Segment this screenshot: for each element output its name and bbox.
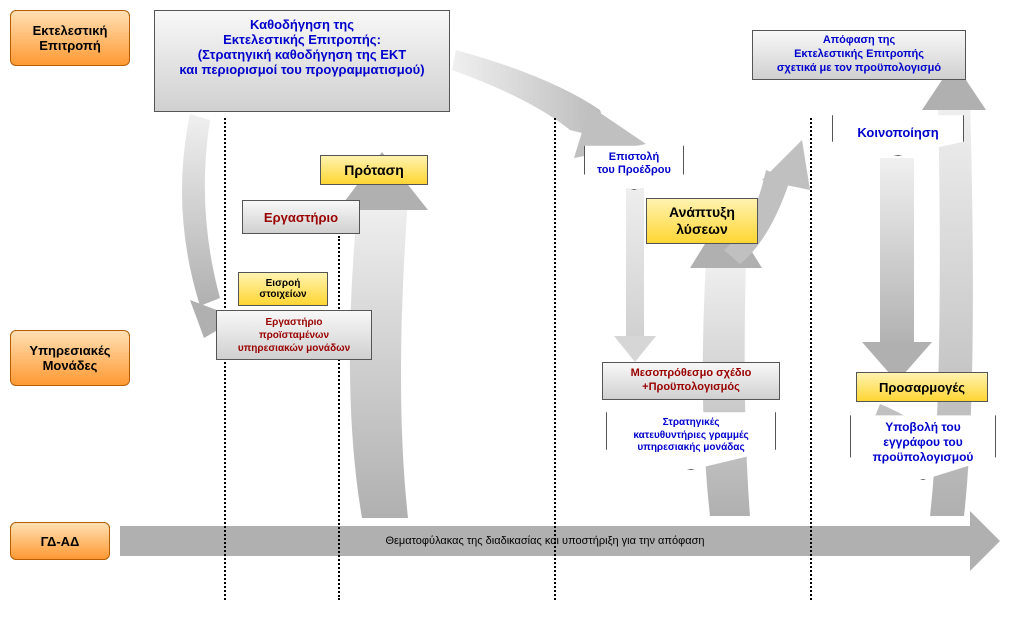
node-guidance-l1: Καθοδήγηση της xyxy=(161,17,443,32)
swimlane-exec: Εκτελεστική Επιτροπή xyxy=(10,10,130,66)
node-adjustments-label: Προσαρμογές xyxy=(879,380,965,395)
node-submission-l3: προϋπολογισμού xyxy=(873,450,974,465)
node-guidance-l2: Εκτελεστικής Επιτροπής: xyxy=(161,32,443,47)
node-input: Εισροή στοιχείων xyxy=(238,272,328,306)
phase-divider-2 xyxy=(338,236,340,600)
node-guidance: Καθοδήγηση της Εκτελεστικής Επιτροπής: (… xyxy=(154,10,450,112)
node-letter-l2: του Προέδρου xyxy=(597,164,671,177)
swimlane-units-label: Υπηρεσιακές Μονάδες xyxy=(29,343,110,373)
node-letter-l1: Επιστολή xyxy=(597,151,671,164)
timeline-label: Θεματοφύλακας της διαδικασίας και υποστή… xyxy=(120,535,970,547)
node-adjustments: Προσαρμογές xyxy=(856,372,988,402)
node-decision-l3: σχετικά με τον προϋπολογισμό xyxy=(757,62,961,76)
node-mtp-l2: +Προϋπολογισμός xyxy=(607,381,775,395)
timeline-arrow: Θεματοφύλακας της διαδικασίας και υποστή… xyxy=(120,526,970,556)
node-solutions: Ανάπτυξη λύσεων xyxy=(646,198,758,244)
swimlane-units: Υπηρεσιακές Μονάδες xyxy=(10,330,130,386)
node-submission-l2: εγγράφου του xyxy=(873,435,974,450)
node-submission: Υποβολή του εγγράφου του προϋπολογισμού xyxy=(850,404,996,480)
node-hod-workshop: Εργαστήριο προϊσταμένων υπηρεσιακών μονά… xyxy=(216,310,372,360)
node-hod-l1: Εργαστήριο xyxy=(221,316,367,329)
node-communication-label: Κοινοποίηση xyxy=(857,125,938,140)
node-input-l1: Εισροή xyxy=(243,278,323,289)
node-input-l2: στοιχείων xyxy=(243,289,323,300)
node-mtp: Μεσοπρόθεσμο σχέδιο +Προϋπολογισμός xyxy=(602,362,780,400)
node-decision-l1: Απόφαση της xyxy=(757,34,961,48)
swimlane-gdad-label: ΓΔ-ΑΔ xyxy=(41,534,80,549)
node-workshop-label: Εργαστήριο xyxy=(264,210,338,225)
node-strat-l2: κατευθυντήριες γραμμές xyxy=(633,430,748,443)
node-mtp-l1: Μεσοπρόθεσμο σχέδιο xyxy=(607,367,775,381)
swimlane-gdad: ΓΔ-ΑΔ xyxy=(10,522,110,560)
diagram-stage: Θεματοφύλακας της διαδικασίας και υποστή… xyxy=(10,10,1010,610)
node-solutions-l2: λύσεων xyxy=(651,221,753,238)
node-proposal: Πρόταση xyxy=(320,155,428,185)
phase-divider-3 xyxy=(554,118,556,600)
node-guidance-l4: και περιορισμοί του προγραμματισμού) xyxy=(161,62,443,77)
node-decision-l2: Εκτελεστικής Επιτροπής xyxy=(757,48,961,62)
node-letter: Επιστολή του Προέδρου xyxy=(584,138,684,190)
phase-divider-4 xyxy=(810,118,812,600)
node-strat-l1: Στρατηγικές xyxy=(633,417,748,430)
swimlane-exec-label: Εκτελεστική Επιτροπή xyxy=(33,23,108,53)
node-solutions-l1: Ανάπτυξη xyxy=(651,204,753,221)
node-guidance-l3: (Στρατηγική καθοδήγηση της ΕΚΤ xyxy=(161,47,443,62)
node-communication: Κοινοποίηση xyxy=(832,108,964,156)
node-submission-l1: Υποβολή του xyxy=(873,420,974,435)
node-hod-l3: υπηρεσιακών μονάδων xyxy=(221,342,367,355)
node-workshop: Εργαστήριο xyxy=(242,200,360,234)
node-proposal-label: Πρόταση xyxy=(344,162,404,178)
node-decision: Απόφαση της Εκτελεστικής Επιτροπής σχετι… xyxy=(752,30,966,80)
node-strat-guide: Στρατηγικές κατευθυντήριες γραμμές υπηρε… xyxy=(606,402,776,470)
node-hod-l2: προϊσταμένων xyxy=(221,329,367,342)
node-strat-l3: υπηρεσιακής μονάδας xyxy=(633,442,748,455)
